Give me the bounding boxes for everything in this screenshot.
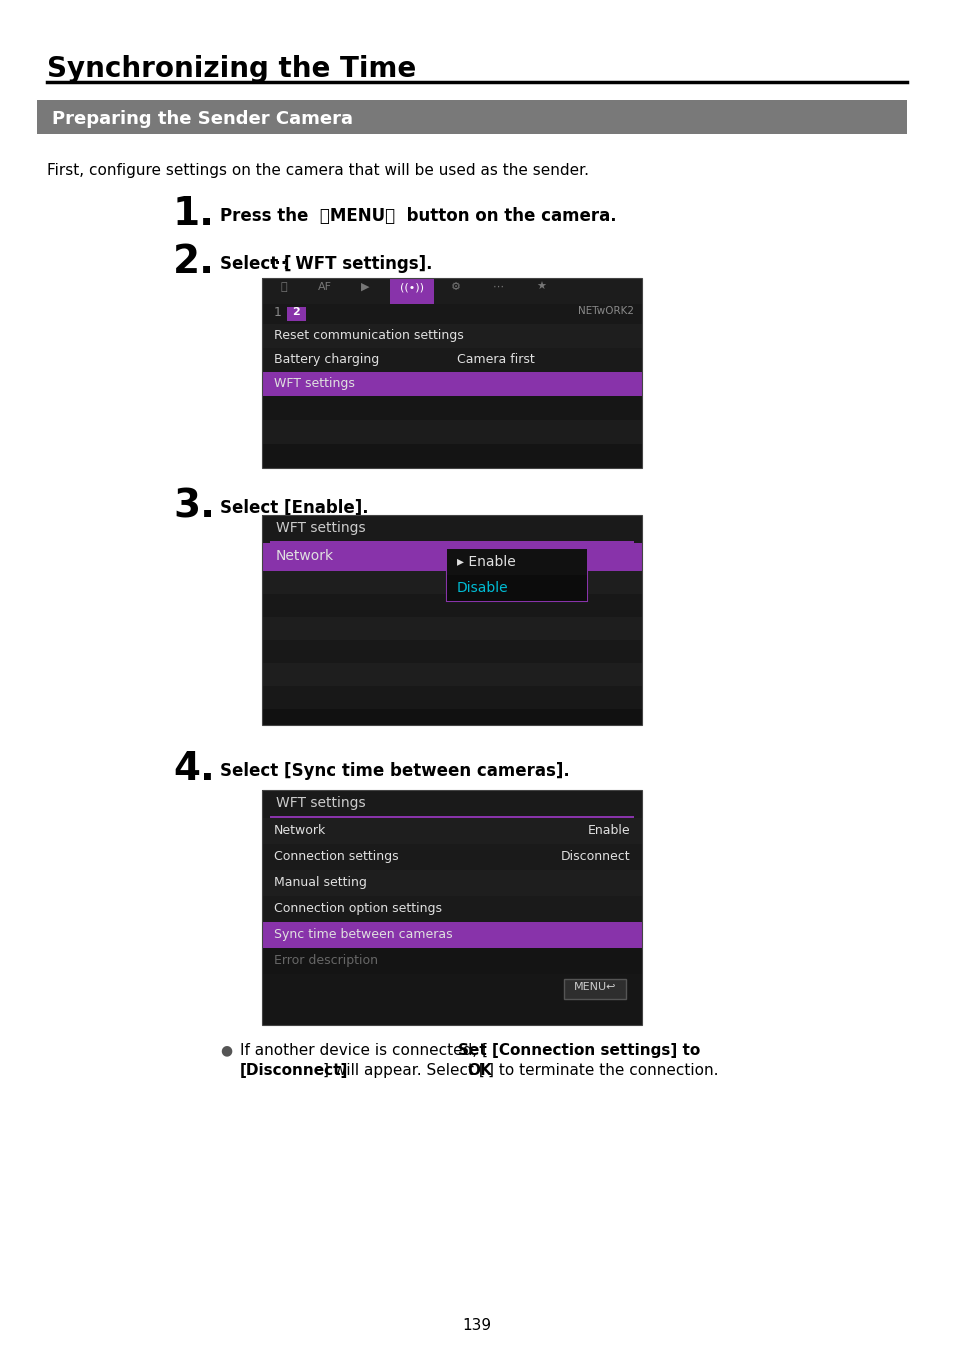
Bar <box>262 790 641 1025</box>
Bar <box>447 549 586 576</box>
Text: ▸ Enable: ▸ Enable <box>456 555 516 569</box>
Text: 1: 1 <box>274 307 282 319</box>
Bar <box>262 543 641 572</box>
Text: Camera first: Camera first <box>456 352 535 366</box>
Bar <box>262 870 641 896</box>
Text: [Disconnect]: [Disconnect] <box>240 1063 348 1077</box>
Text: Disconnect: Disconnect <box>559 850 629 863</box>
Text: 1.: 1. <box>172 195 214 233</box>
Text: Manual setting: Manual setting <box>274 876 367 889</box>
Text: Network: Network <box>274 824 326 837</box>
Bar <box>262 515 641 725</box>
Bar <box>262 974 641 1025</box>
Text: 2.: 2. <box>172 243 214 281</box>
Bar <box>270 816 634 818</box>
Bar <box>447 549 586 601</box>
Bar <box>287 307 306 321</box>
Text: WFT settings: WFT settings <box>275 796 365 810</box>
Bar <box>262 278 641 304</box>
Bar <box>262 948 641 974</box>
Bar <box>262 278 641 468</box>
Text: Press the  〈MENU〉  button on the camera.: Press the 〈MENU〉 button on the camera. <box>220 207 616 225</box>
Text: ···: ··· <box>268 256 287 273</box>
Bar <box>262 373 641 395</box>
Bar <box>262 790 641 818</box>
Bar <box>262 278 641 468</box>
Bar <box>262 663 641 686</box>
Text: WFT settings: WFT settings <box>274 377 355 390</box>
Bar <box>262 818 641 845</box>
Text: Select [Sync time between cameras].: Select [Sync time between cameras]. <box>220 763 569 780</box>
Bar <box>262 594 641 617</box>
Bar <box>262 686 641 709</box>
Text: 2: 2 <box>292 307 299 317</box>
Text: NETwORK2: NETwORK2 <box>578 307 634 316</box>
Text: ] to terminate the connection.: ] to terminate the connection. <box>488 1063 718 1077</box>
Text: 4.: 4. <box>172 751 214 788</box>
Text: Select [: Select [ <box>220 256 292 273</box>
Text: Enable: Enable <box>587 824 629 837</box>
Bar <box>563 979 625 999</box>
Text: Set [Connection settings] to: Set [Connection settings] to <box>457 1042 700 1059</box>
Text: 3.: 3. <box>172 487 214 525</box>
Text: ] will appear. Select [: ] will appear. Select [ <box>323 1063 484 1077</box>
Text: Disable: Disable <box>456 581 508 594</box>
Text: First, configure settings on the camera that will be used as the sender.: First, configure settings on the camera … <box>47 163 588 178</box>
Text: ▸ Enable: ▸ Enable <box>452 549 510 564</box>
Bar <box>262 845 641 870</box>
Text: AF: AF <box>317 282 332 292</box>
Bar <box>262 515 641 543</box>
Text: Connection settings: Connection settings <box>274 850 398 863</box>
Text: Select [Enable].: Select [Enable]. <box>220 499 368 516</box>
Text: ⚙: ⚙ <box>451 282 460 292</box>
Bar <box>262 348 641 373</box>
Text: : WFT settings].: : WFT settings]. <box>283 256 432 273</box>
Text: WFT settings: WFT settings <box>275 521 365 535</box>
Text: OK: OK <box>467 1063 491 1077</box>
Bar <box>262 790 641 1025</box>
Text: 📷: 📷 <box>280 282 287 292</box>
Bar <box>262 304 641 324</box>
Bar <box>390 278 434 304</box>
Text: ((•)): ((•)) <box>399 282 423 292</box>
Bar <box>262 420 641 444</box>
Text: Synchronizing the Time: Synchronizing the Time <box>47 55 416 83</box>
Bar <box>262 923 641 948</box>
Text: ★: ★ <box>536 282 545 292</box>
Text: Battery charging: Battery charging <box>274 352 379 366</box>
Bar <box>262 444 641 468</box>
Bar <box>262 640 641 663</box>
Text: MENU↩: MENU↩ <box>573 982 616 993</box>
Bar <box>447 549 586 601</box>
Text: ▶: ▶ <box>360 282 369 292</box>
Text: ●: ● <box>220 1042 232 1057</box>
Text: Preparing the Sender Camera: Preparing the Sender Camera <box>52 110 353 128</box>
Text: Sync time between cameras: Sync time between cameras <box>274 928 452 942</box>
Bar <box>262 572 641 594</box>
Bar <box>262 896 641 923</box>
Bar <box>262 324 641 348</box>
Text: Connection option settings: Connection option settings <box>274 902 441 915</box>
Bar <box>270 541 634 543</box>
Text: If another device is connected, [: If another device is connected, [ <box>240 1042 488 1059</box>
Text: Error description: Error description <box>274 954 377 967</box>
Text: ⋯: ⋯ <box>492 282 503 292</box>
Bar <box>447 576 586 601</box>
Text: Network: Network <box>275 549 334 564</box>
Text: 139: 139 <box>462 1318 491 1333</box>
Bar <box>37 100 906 134</box>
Bar <box>262 515 641 725</box>
Text: Reset communication settings: Reset communication settings <box>274 330 463 342</box>
Bar <box>262 395 641 420</box>
Bar <box>262 617 641 640</box>
